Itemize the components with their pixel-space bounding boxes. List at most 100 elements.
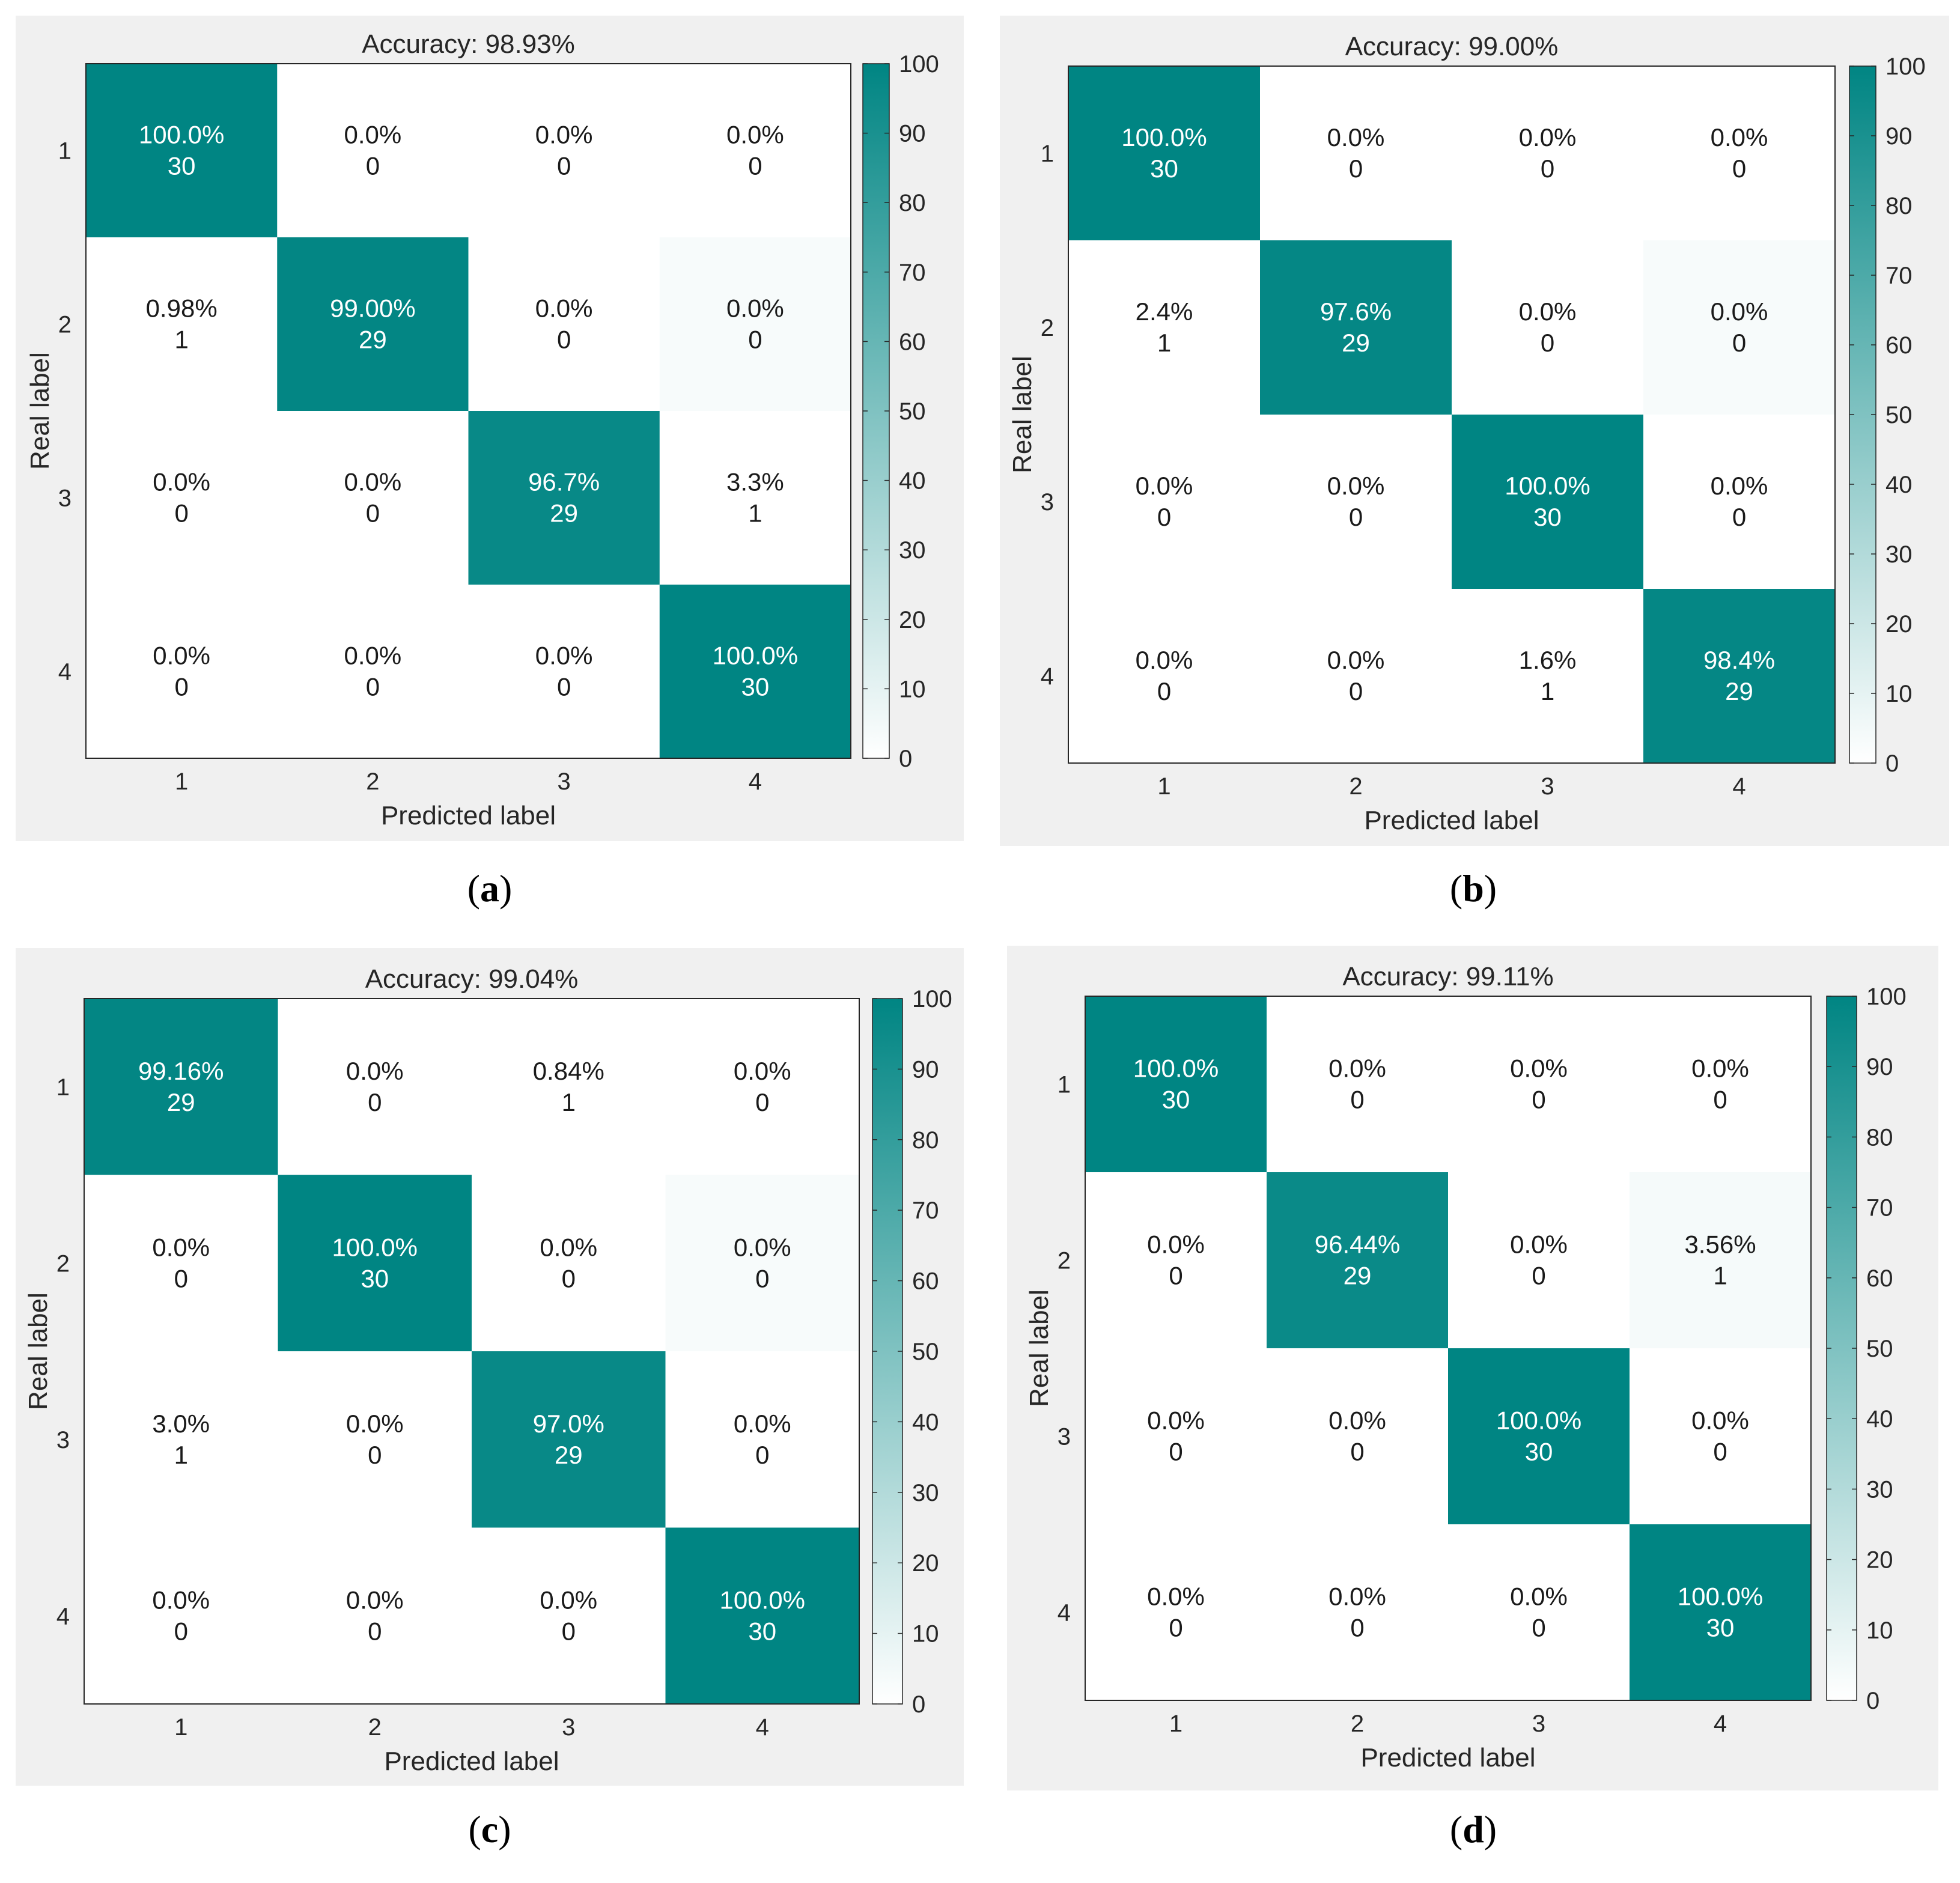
cell-percent-label: 99.16% [138,1057,224,1085]
colorbar-tick-label: 80 [1866,1124,1893,1151]
matrix-cell-fill [84,1351,278,1528]
cell-count-label: 30 [1162,1086,1190,1114]
matrix-cell-fill [472,1175,666,1352]
cell-count-label: 0 [1532,1086,1545,1114]
matrix-cell-fill [277,237,469,412]
matrix-cell: 0.0% 0 [665,999,860,1175]
matrix-cell: 0.0% 0 [1068,589,1261,764]
colorbar-tick-label: 60 [912,1268,939,1295]
matrix-cell-fill [1452,415,1644,589]
cell-count-label: 0 [1532,1262,1545,1290]
cell-percent-label: 2.4% [1136,297,1193,326]
cell-count-label: 30 [748,1617,776,1645]
matrix-cell: 0.0% 0 [277,585,469,759]
colorbar-tick-label: 60 [1885,332,1913,359]
colorbar: 0 10 20 30 40 50 60 70 80 90 100 [862,51,939,772]
matrix-cell: 0.0% 0 [1643,415,1836,589]
cell-percent-label: 3.3% [726,468,784,496]
cell-percent-label: 0.0% [1328,1054,1386,1083]
matrix-cell-fill [1630,996,1812,1173]
cell-count-label: 1 [1713,1262,1727,1290]
cell-count-label: 0 [1713,1086,1727,1114]
y-axis-label: Real label [25,352,55,470]
matrix-cell-fill [278,999,472,1175]
cell-percent-label: 100.0% [1133,1054,1219,1083]
cell-count-label: 0 [755,1441,769,1469]
panel-b: 100.0%300.0%00.0%00.0%02.4%197.6%290.0%0… [1000,16,1949,846]
chart-title: Accuracy: 99.11% [1342,962,1553,991]
x-axis-label: Predicted label [1360,1743,1535,1772]
matrix-cell-fill [1068,66,1261,241]
cell-percent-label: 0.0% [734,1233,791,1261]
colorbar-tick-label: 10 [1885,681,1913,707]
matrix-cell-fill [86,64,278,238]
matrix-cell: 0.0% 0 [665,1351,860,1528]
y-tick-label: 2 [1058,1248,1071,1274]
matrix-cell-fill [1085,1348,1267,1525]
plot-frame [1085,996,1812,1701]
cell-count-label: 1 [1541,677,1554,705]
matrix-cell: 0.0% 0 [1448,1524,1630,1701]
matrix-cell-fill [278,1527,472,1705]
colorbar-tick-label: 0 [1866,1688,1879,1714]
x-tick-label: 2 [1351,1711,1364,1737]
cell-count-label: 0 [1732,154,1746,183]
panel-caption: (d) [1450,1808,1497,1851]
colorbar-tick-label: 0 [912,1691,925,1718]
matrix-cell-fill [278,1175,472,1352]
cell-count-label: 0 [174,1264,188,1292]
cell-percent-label: 0.0% [1328,1407,1386,1435]
colorbar-tick-label: 80 [899,190,926,216]
cell-count-label: 0 [1532,1614,1545,1642]
y-tick-label: 1 [1058,1072,1071,1098]
matrix-cell: 0.0% 0 [468,237,660,412]
colorbar-tick-label: 40 [899,468,926,494]
colorbar-tick-label: 90 [1885,123,1913,150]
cell-percent-label: 0.0% [726,294,784,323]
colorbar-tick-label: 50 [899,398,926,425]
cell-percent-label: 0.0% [1519,123,1577,151]
matrix-cell: 0.0% 0 [277,64,469,238]
colorbar-tick-label: 10 [912,1621,939,1647]
cell-percent-label: 0.0% [1147,1583,1205,1611]
cell-count-label: 0 [1350,1086,1364,1114]
matrix-cell: 0.0% 0 [1452,66,1644,241]
colorbar-tick-label: 10 [1866,1617,1893,1644]
panel-a: 100.0%300.0%00.0%00.0%00.98%199.00%290.0… [16,16,964,841]
matrix-cell: 1.6% 1 [1452,589,1644,764]
matrix-cell-fill [1267,1172,1449,1349]
x-tick-label: 4 [756,1714,769,1741]
plot-frame [1068,65,1836,764]
x-axis-label: Predicted label [1364,806,1539,835]
colorbar-tick-label: 0 [899,746,912,772]
cell-percent-label: 96.7% [528,468,600,496]
x-tick-label: 2 [366,768,379,795]
cell-count-label: 30 [1533,503,1562,531]
matrix-cell-fill [1260,240,1452,415]
y-tick-label: 1 [1041,141,1054,167]
cell-count-label: 1 [562,1088,576,1116]
colorbar-tick-label: 40 [1866,1406,1893,1432]
matrix-cell: 0.0% 0 [278,1351,472,1528]
cell-count-label: 0 [1713,1438,1727,1466]
cell-count-label: 1 [1157,329,1171,357]
matrix-cell-fill [1085,996,1267,1173]
matrix-cell-fill [1085,1172,1267,1349]
matrix-cell: 100.0% 30 [1630,1524,1812,1701]
cell-percent-label: 3.0% [152,1410,210,1438]
colorbar-tick-label: 20 [1866,1547,1893,1574]
matrix-cell-fill [1448,1172,1630,1349]
y-tick-label: 4 [1058,1600,1071,1626]
cell-percent-label: 100.0% [139,121,224,149]
cell-count-label: 0 [366,152,380,180]
x-tick-label: 1 [174,1714,187,1741]
cell-count-label: 30 [168,152,196,180]
matrix-cell-fill [277,585,469,759]
cell-percent-label: 0.0% [1147,1407,1205,1435]
matrix-cell-fill [1452,66,1644,241]
colorbar: 0 10 20 30 40 50 60 70 80 90 100 [872,986,952,1718]
cell-count-label: 29 [555,1441,583,1469]
cell-percent-label: 98.4% [1703,646,1775,674]
matrix-cell-fill [665,999,860,1175]
